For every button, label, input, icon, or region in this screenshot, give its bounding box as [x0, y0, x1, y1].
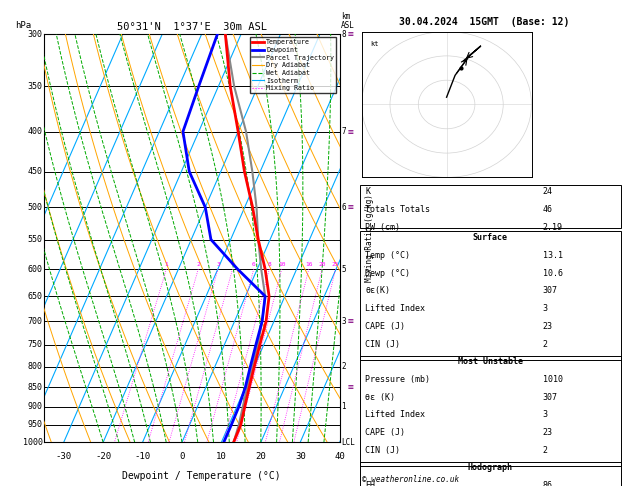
Text: Dewp (°C): Dewp (°C): [365, 269, 410, 278]
Text: 800: 800: [28, 362, 43, 371]
Text: ≡: ≡: [348, 29, 353, 39]
Text: Dewpoint / Temperature (°C): Dewpoint / Temperature (°C): [123, 471, 281, 481]
Text: CAPE (J): CAPE (J): [365, 322, 405, 331]
Text: -20: -20: [95, 452, 111, 462]
Text: 1: 1: [165, 262, 168, 267]
Text: Lifted Index: Lifted Index: [365, 410, 425, 419]
Text: 750: 750: [28, 340, 43, 349]
Text: 20: 20: [255, 452, 266, 462]
Legend: Temperature, Dewpoint, Parcel Trajectory, Dry Adiabat, Wet Adiabat, Isotherm, Mi: Temperature, Dewpoint, Parcel Trajectory…: [250, 37, 337, 93]
Text: 6: 6: [341, 203, 346, 212]
Bar: [360, 462, 621, 486]
Text: θε (K): θε (K): [365, 393, 395, 401]
Text: PW (cm): PW (cm): [365, 223, 400, 232]
Text: 550: 550: [28, 235, 43, 244]
Text: 950: 950: [28, 420, 43, 429]
Text: CIN (J): CIN (J): [365, 446, 400, 454]
Text: Temp (°C): Temp (°C): [365, 251, 410, 260]
Text: 1: 1: [341, 402, 346, 411]
Text: kt: kt: [370, 41, 379, 47]
Bar: [360, 231, 621, 360]
Text: 350: 350: [28, 82, 43, 91]
Text: 8: 8: [341, 30, 346, 38]
Text: 4: 4: [231, 262, 235, 267]
Text: 2: 2: [196, 262, 200, 267]
Text: 20: 20: [318, 262, 326, 267]
Text: ≡: ≡: [348, 382, 353, 392]
Text: 5: 5: [341, 264, 346, 274]
Text: Most Unstable: Most Unstable: [458, 357, 523, 366]
Text: 307: 307: [542, 393, 557, 401]
Text: 2: 2: [341, 362, 346, 371]
Text: Mixing Ratio (g/kg): Mixing Ratio (g/kg): [365, 194, 374, 282]
Text: 7: 7: [341, 127, 346, 136]
Text: 3: 3: [542, 410, 547, 419]
Bar: [360, 185, 621, 228]
Text: Surface: Surface: [473, 233, 508, 243]
Text: 900: 900: [28, 402, 43, 411]
Text: EH: EH: [365, 481, 375, 486]
Text: ≡: ≡: [348, 316, 353, 326]
Text: 16: 16: [305, 262, 313, 267]
Text: 10.6: 10.6: [542, 269, 562, 278]
Text: © weatheronline.co.uk: © weatheronline.co.uk: [362, 474, 459, 484]
Text: 40: 40: [334, 452, 345, 462]
Text: 6: 6: [252, 262, 255, 267]
Text: θε(K): θε(K): [365, 286, 390, 295]
Text: 650: 650: [28, 292, 43, 301]
Text: 0: 0: [179, 452, 185, 462]
Text: 1000: 1000: [23, 438, 43, 447]
Text: -10: -10: [135, 452, 150, 462]
Text: ≡: ≡: [348, 202, 353, 212]
Text: 3: 3: [542, 304, 547, 313]
Text: ≡: ≡: [348, 126, 353, 137]
Text: 2.19: 2.19: [542, 223, 562, 232]
Text: 23: 23: [542, 322, 552, 331]
Text: 400: 400: [28, 127, 43, 136]
Text: 10: 10: [216, 452, 227, 462]
Text: 500: 500: [28, 203, 43, 212]
Text: Pressure (mb): Pressure (mb): [365, 375, 430, 384]
Text: -30: -30: [56, 452, 72, 462]
Text: 307: 307: [542, 286, 557, 295]
Text: 1010: 1010: [542, 375, 562, 384]
Text: 850: 850: [28, 382, 43, 392]
Text: Totals Totals: Totals Totals: [365, 205, 430, 214]
Text: 3: 3: [216, 262, 220, 267]
Text: CIN (J): CIN (J): [365, 340, 400, 348]
Text: 24: 24: [542, 188, 552, 196]
Text: 86: 86: [542, 481, 552, 486]
Text: K: K: [365, 188, 370, 196]
Bar: [360, 356, 621, 466]
Text: 25: 25: [332, 262, 339, 267]
Text: 8: 8: [267, 262, 271, 267]
Text: 450: 450: [28, 167, 43, 176]
Text: Lifted Index: Lifted Index: [365, 304, 425, 313]
Text: CAPE (J): CAPE (J): [365, 428, 405, 437]
Title: 50°31'N  1°37'E  30m ASL: 50°31'N 1°37'E 30m ASL: [117, 22, 267, 32]
Text: LCL: LCL: [341, 438, 355, 447]
Text: km
ASL: km ASL: [341, 12, 355, 30]
Text: 23: 23: [542, 428, 552, 437]
Text: 2: 2: [542, 446, 547, 454]
Text: 13.1: 13.1: [542, 251, 562, 260]
Text: 30: 30: [295, 452, 306, 462]
Text: 30.04.2024  15GMT  (Base: 12): 30.04.2024 15GMT (Base: 12): [399, 17, 569, 27]
Text: 600: 600: [28, 264, 43, 274]
Text: Hodograph: Hodograph: [468, 463, 513, 472]
Text: 300: 300: [28, 30, 43, 38]
Text: hPa: hPa: [15, 21, 31, 30]
Text: 3: 3: [341, 317, 346, 326]
Text: 10: 10: [278, 262, 286, 267]
Text: 2: 2: [542, 340, 547, 348]
Text: 700: 700: [28, 317, 43, 326]
Text: 46: 46: [542, 205, 552, 214]
